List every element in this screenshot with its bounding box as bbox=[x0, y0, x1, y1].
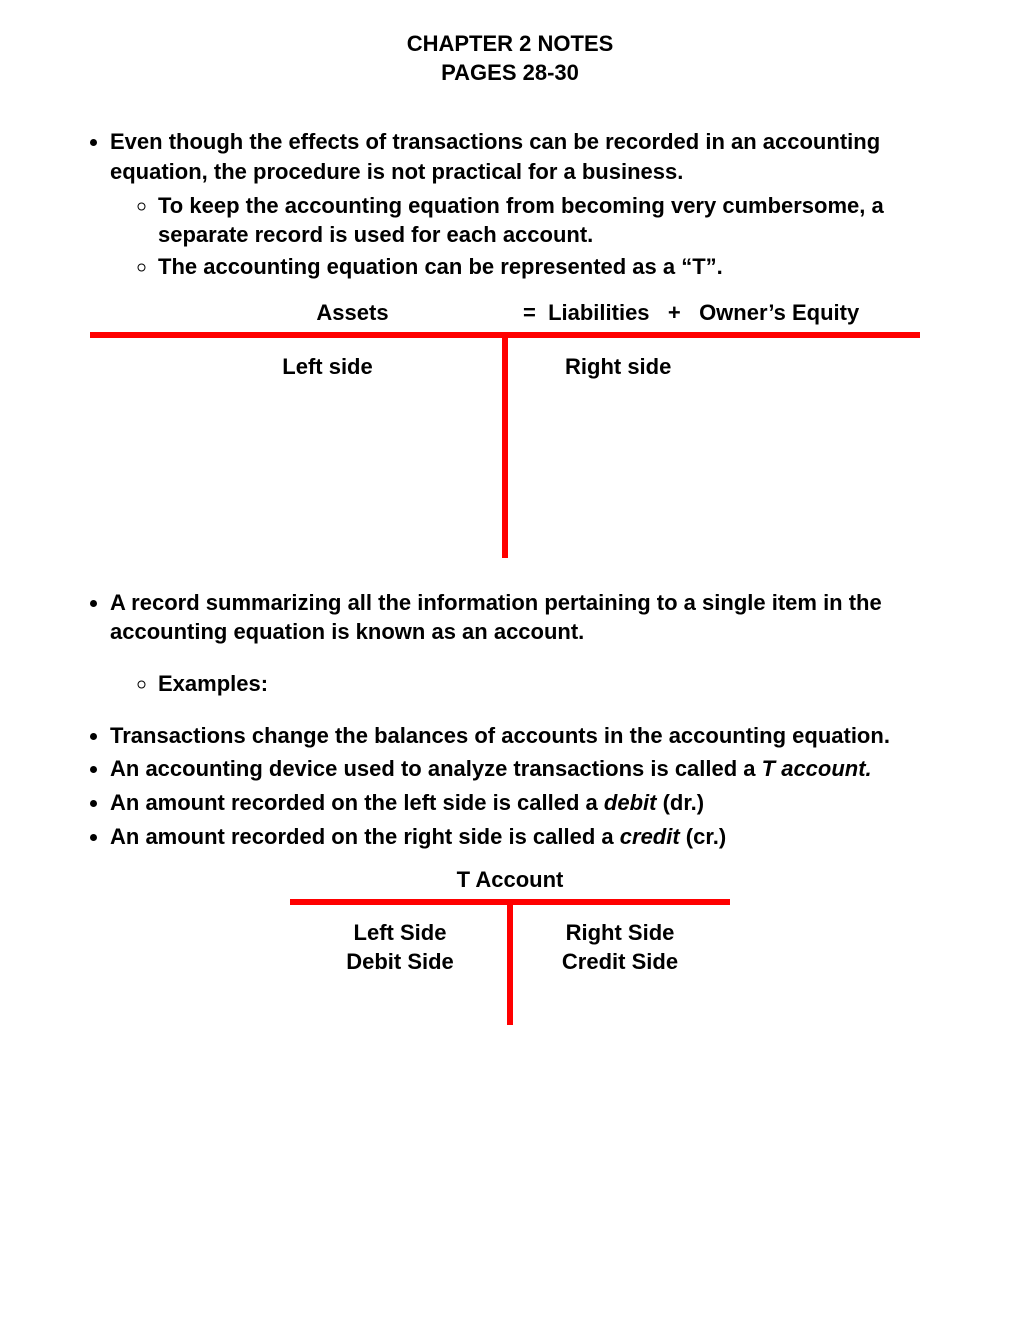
t2-left-line1: Left Side bbox=[290, 919, 510, 948]
bullet-6-pre: An amount recorded on the right side is … bbox=[110, 824, 620, 849]
page-title: CHAPTER 2 NOTES PAGES 28-30 bbox=[80, 30, 940, 87]
bullet-5-post: (dr.) bbox=[663, 790, 705, 815]
bullet-1-sublist: To keep the accounting equation from bec… bbox=[110, 191, 940, 282]
bullet-3: Transactions change the balances of acco… bbox=[110, 721, 940, 751]
bullet-4-italic: T account. bbox=[762, 756, 872, 781]
t1-header-left: Assets bbox=[90, 300, 505, 326]
bullet-1-text: Even though the effects of transactions … bbox=[110, 129, 880, 184]
t1-left-side-label: Left side bbox=[90, 338, 505, 558]
t-diagram-account: T Account Left Side Debit Side Right Sid… bbox=[290, 867, 730, 1025]
bullet-list: Even though the effects of transactions … bbox=[80, 127, 940, 281]
title-line-1: CHAPTER 2 NOTES bbox=[80, 30, 940, 59]
bullet-list-2: A record summarizing all the information… bbox=[80, 588, 940, 852]
t1-body: Left side Right side bbox=[90, 338, 920, 558]
bullet-6-italic: credit bbox=[620, 824, 686, 849]
bullet-5-pre: An amount recorded on the left side is c… bbox=[110, 790, 604, 815]
t1-vertical-line bbox=[502, 338, 508, 558]
t2-left-line2: Debit Side bbox=[290, 948, 510, 977]
bullet-2-sublist: Examples: bbox=[110, 669, 940, 699]
bullet-5-italic: debit bbox=[604, 790, 663, 815]
t2-right-line1: Right Side bbox=[510, 919, 730, 948]
t-diagram-equation: Assets = Liabilities + Owner’s Equity Le… bbox=[90, 300, 920, 558]
title-line-2: PAGES 28-30 bbox=[80, 59, 940, 88]
t2-vertical-line bbox=[507, 905, 513, 1025]
bullet-2: A record summarizing all the information… bbox=[110, 588, 940, 699]
bullet-6: An amount recorded on the right side is … bbox=[110, 822, 940, 852]
bullet-2-sub-1: Examples: bbox=[158, 669, 940, 699]
t1-header-row: Assets = Liabilities + Owner’s Equity bbox=[90, 300, 920, 332]
bullet-2-text: A record summarizing all the information… bbox=[110, 590, 882, 645]
t1-header-right: = Liabilities + Owner’s Equity bbox=[505, 300, 920, 326]
t2-right-side: Right Side Credit Side bbox=[510, 905, 730, 1025]
bullet-4-pre: An accounting device used to analyze tra… bbox=[110, 756, 762, 781]
bullet-4: An accounting device used to analyze tra… bbox=[110, 754, 940, 784]
bullet-1: Even though the effects of transactions … bbox=[110, 127, 940, 281]
bullet-6-post: (cr.) bbox=[686, 824, 726, 849]
bullet-5: An amount recorded on the left side is c… bbox=[110, 788, 940, 818]
t2-left-side: Left Side Debit Side bbox=[290, 905, 510, 1025]
t1-right-side-label: Right side bbox=[505, 338, 920, 558]
t2-right-line2: Credit Side bbox=[510, 948, 730, 977]
t2-body: Left Side Debit Side Right Side Credit S… bbox=[290, 905, 730, 1025]
bullet-1-sub-1: To keep the accounting equation from bec… bbox=[158, 191, 940, 250]
bullet-1-sub-2: The accounting equation can be represent… bbox=[158, 252, 940, 282]
t2-title: T Account bbox=[290, 867, 730, 899]
